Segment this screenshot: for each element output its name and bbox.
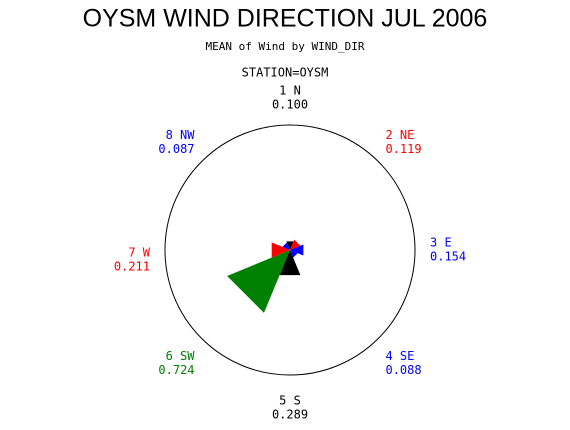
value-label: 0.211: [114, 260, 150, 274]
value-label: 0.087: [158, 142, 194, 156]
wedge: [282, 242, 290, 250]
direction-label: 7 W: [128, 246, 150, 260]
direction-label: 6 SW: [166, 349, 196, 363]
wedge: [290, 250, 298, 258]
group-label: STATION=OYSM: [242, 66, 329, 80]
direction-label: 3 E: [430, 236, 452, 250]
wedge: [227, 250, 290, 313]
direction-label: 5 S: [279, 394, 301, 408]
value-label: 0.289: [272, 408, 308, 422]
value-label: 0.154: [430, 250, 466, 264]
chart-subtitle: MEAN of Wind by WIND_DIR: [206, 40, 365, 53]
value-label: 0.088: [385, 363, 421, 377]
wedge: [290, 239, 301, 250]
wedge: [271, 242, 290, 258]
direction-label: 1 N: [279, 84, 301, 98]
outline-circle: [164, 124, 416, 376]
wedge: [286, 241, 294, 250]
direction-label: 8 NW: [166, 128, 196, 142]
wedge: [279, 250, 301, 276]
direction-label: 4 SE: [385, 349, 414, 363]
value-label: 0.724: [158, 363, 194, 377]
value-label: 0.119: [385, 142, 421, 156]
chart-title: OYSM WIND DIRECTION JUL 2006: [83, 5, 488, 33]
direction-label: 2 NE: [385, 128, 414, 142]
value-label: 0.100: [272, 98, 308, 112]
wedge: [290, 244, 304, 256]
